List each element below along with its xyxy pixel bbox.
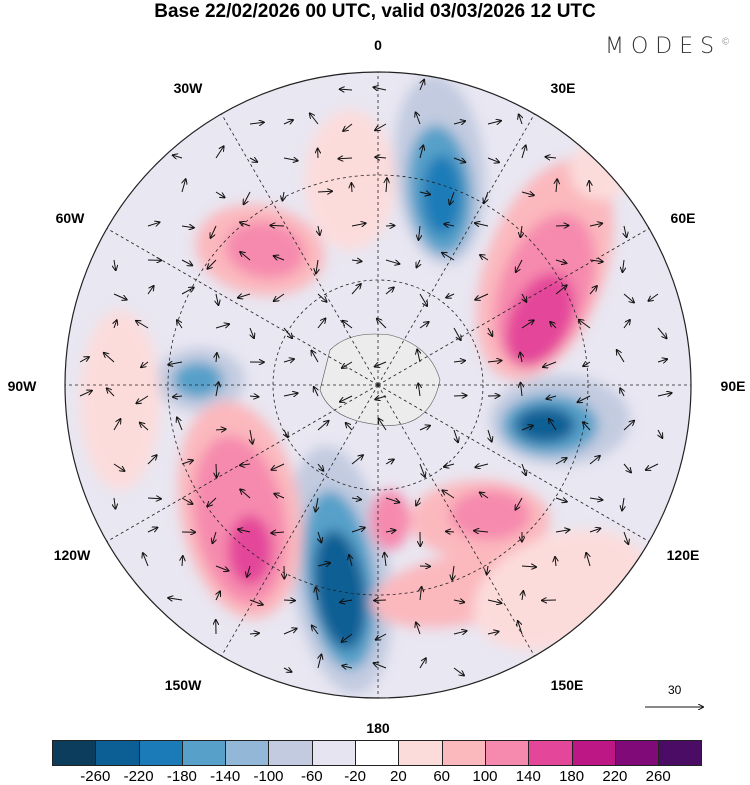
colorbar-tick: 220 (602, 768, 627, 785)
colorbar-tick: -100 (253, 768, 283, 785)
colorbar-swatch (96, 741, 139, 765)
colorbar-swatch (356, 741, 399, 765)
anomaly-region (515, 407, 575, 443)
colorbar-tick: -260 (80, 768, 110, 785)
lon-label-150e: 150E (551, 677, 584, 693)
colorbar (52, 740, 702, 766)
lon-label-150w: 150W (165, 677, 202, 693)
colorbar-swatch (399, 741, 442, 765)
anomaly-region (80, 310, 160, 490)
colorbar-swatch (573, 741, 616, 765)
colorbar-tick: -20 (344, 768, 366, 785)
lon-label-30w: 30W (174, 80, 203, 96)
wind-arrow (284, 600, 295, 601)
anomaly-region (450, 490, 530, 540)
colorbar-tick: -140 (210, 768, 240, 785)
lon-label-90w: 90W (8, 378, 37, 394)
lon-label-120w: 120W (54, 547, 91, 563)
colorbar-tick: 100 (472, 768, 497, 785)
colorbar-tick: 20 (390, 768, 407, 785)
colorbar-swatch (53, 741, 96, 765)
anomaly-region (173, 362, 223, 398)
colorbar-swatch (659, 741, 701, 765)
lon-label-180: 180 (366, 720, 389, 736)
colorbar-swatch (269, 741, 312, 765)
wind-arrow (351, 183, 352, 192)
lon-label-60w: 60W (56, 210, 85, 226)
colorbar-tick: -220 (124, 768, 154, 785)
anomaly-region (570, 140, 630, 200)
colorbar-swatch (313, 741, 356, 765)
anomaly-region (422, 155, 462, 235)
colorbar-swatch (140, 741, 183, 765)
colorbar-swatch (443, 741, 486, 765)
colorbar-swatch (616, 741, 659, 765)
lon-label-60e: 60E (671, 210, 696, 226)
colorbar-tick: 140 (516, 768, 541, 785)
lon-label-30e: 30E (551, 80, 576, 96)
colorbar-swatch (183, 741, 226, 765)
colorbar-tick: 260 (646, 768, 671, 785)
lon-label-90e: 90E (721, 378, 746, 394)
colorbar-swatch (529, 741, 572, 765)
colorbar-tick: 60 (433, 768, 450, 785)
lon-label-120e: 120E (667, 547, 700, 563)
lon-label-0: 0 (374, 37, 382, 53)
colorbar-tick: 180 (559, 768, 584, 785)
wind-arrow (374, 600, 386, 601)
colorbar-swatch (226, 741, 269, 765)
wind-arrow (446, 531, 454, 532)
wind-arrow (270, 225, 284, 226)
anomaly-region (228, 515, 272, 585)
colorbar-tick: -180 (167, 768, 197, 785)
vector-scale-label: 30 (668, 683, 681, 697)
wind-arrow (216, 464, 217, 477)
colorbar-swatch (486, 741, 529, 765)
colorbar-tick: -60 (301, 768, 323, 785)
